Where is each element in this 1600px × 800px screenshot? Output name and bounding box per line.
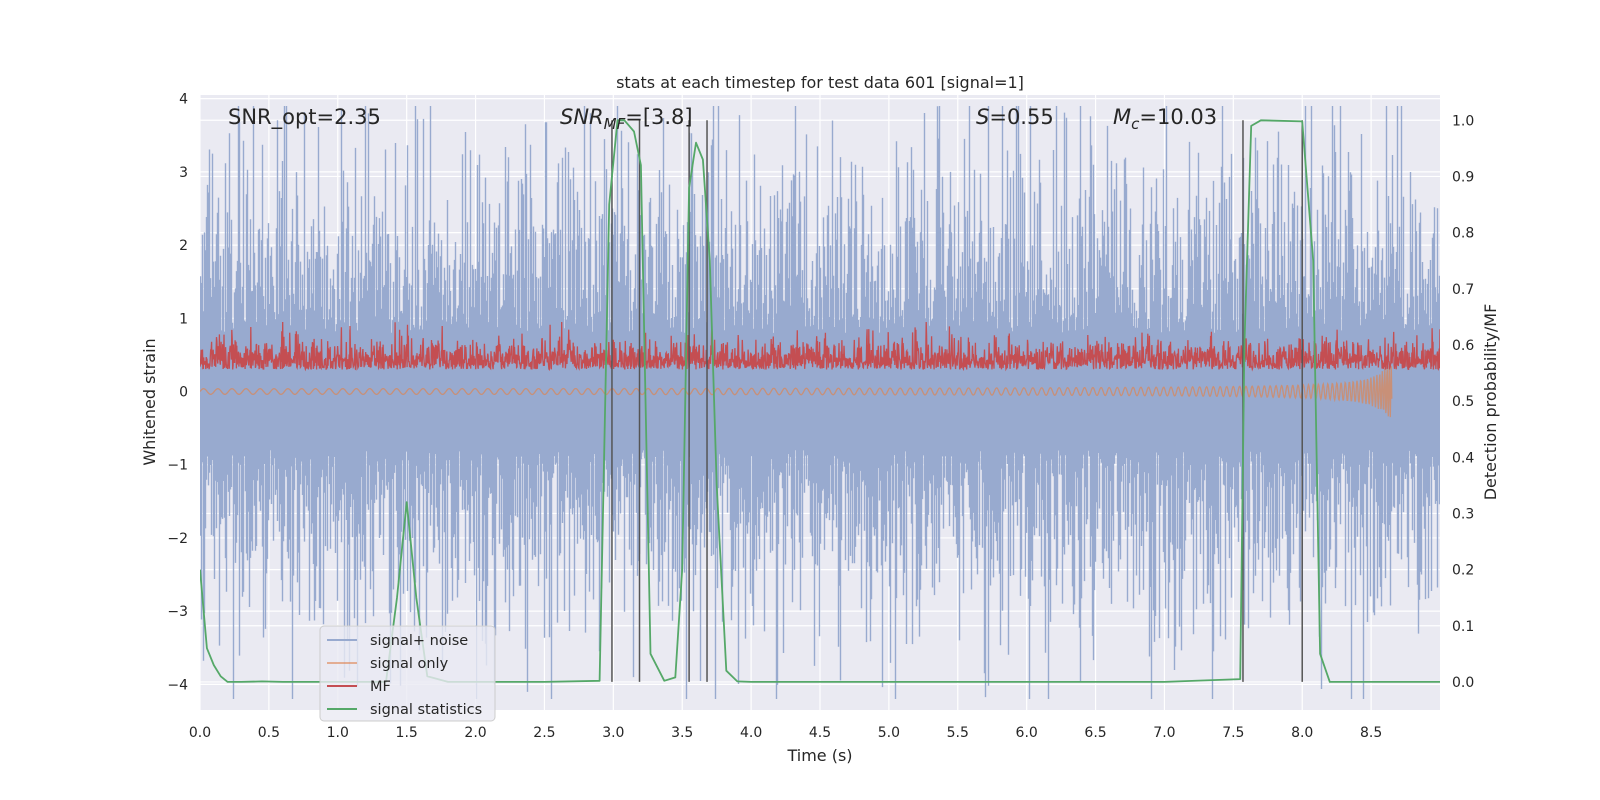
y-tick-label-left: −1	[167, 458, 188, 474]
x-tick-label: 8.0	[1291, 725, 1313, 741]
x-tick-label: 6.5	[1084, 725, 1106, 741]
x-tick-label: 0.0	[189, 725, 211, 741]
annotation-s-value: =0.55	[989, 105, 1053, 129]
y-ticks-right: 1.0 0.9 0.8 0.7 0.6 0.5 0.4 0.3 0.2 0.1 0.0	[1452, 113, 1474, 691]
chart-title: stats at each timestep for test data 601…	[616, 73, 1024, 92]
y-tick-label-right: 0.5	[1452, 394, 1474, 410]
annotation-snr-mf-value: =[3.8]	[625, 105, 692, 129]
y-tick-label-right: 0.0	[1452, 675, 1474, 691]
y-tick-label-left: 4	[179, 92, 188, 108]
y-tick-label-right: 1.0	[1452, 113, 1474, 129]
x-tick-label: 0.5	[258, 725, 280, 741]
x-ticks: 0.0 0.5 1.0 1.5 2.0 2.5 3.0 3.5 4.0 4.5 5.0 5.5 6.0 6…	[189, 725, 1382, 741]
annotation-snr-mf: SNRMF=[3.8]	[560, 105, 693, 133]
series-signal-only	[200, 365, 1393, 418]
annotation-mc: Mc=10.03	[1113, 105, 1217, 133]
x-tick-label: 1.0	[327, 725, 349, 741]
signal-statistics-line	[200, 119, 1440, 683]
legend: signal+ noise signal only MF signal stat…	[319, 625, 496, 722]
x-tick-label: 8.5	[1360, 725, 1382, 741]
x-tick-label: 5.5	[947, 725, 969, 741]
annotation-snr-mf-sub: MF	[604, 115, 626, 133]
legend-box	[319, 625, 496, 722]
legend-label-signal-only: signal only	[370, 656, 449, 672]
y-tick-label-left: 1	[179, 311, 188, 327]
annotation-s-var: S	[976, 105, 989, 129]
series-signal-statistics	[200, 119, 1440, 683]
y-tick-label-right: 0.2	[1452, 563, 1474, 579]
x-tick-label: 5.0	[878, 725, 900, 741]
y-axis-label-left: Whitened strain	[140, 338, 159, 465]
y-tick-label-right: 0.3	[1452, 506, 1474, 522]
annotation-mc-sub: c	[1131, 115, 1140, 133]
legend-label-signal-noise: signal+ noise	[370, 633, 468, 649]
y-axis-label-right: Detection probability/MF	[1481, 304, 1500, 501]
series-mf	[200, 321, 1440, 372]
x-tick-label: 7.0	[1153, 725, 1175, 741]
y-tick-label-right: 0.6	[1452, 338, 1474, 354]
y-tick-label-right: 0.8	[1452, 226, 1474, 242]
y-ticks-left: 4 3 2 1 0 −1 −2 −3 −4	[167, 92, 188, 694]
x-tick-label: 2.0	[464, 725, 486, 741]
x-tick-label: 4.5	[809, 725, 831, 741]
y-tick-label-left: −2	[167, 531, 188, 547]
annotation-mc-main: M	[1113, 105, 1131, 129]
annotation-mc-value: =10.03	[1139, 105, 1217, 129]
annotation-snr-mf-main: SNR	[560, 105, 604, 129]
y-tick-label-right: 0.9	[1452, 169, 1474, 185]
y-tick-label-right: 0.1	[1452, 619, 1474, 635]
y-tick-label-left: −4	[167, 677, 188, 693]
x-tick-label: 2.5	[533, 725, 555, 741]
mf-line	[200, 321, 1440, 372]
legend-label-mf: MF	[370, 679, 391, 695]
y-tick-label-right: 0.4	[1452, 450, 1474, 466]
x-tick-label: 4.0	[740, 725, 762, 741]
y-tick-label-left: 3	[179, 165, 188, 181]
x-tick-label: 6.0	[1016, 725, 1038, 741]
x-tick-label: 7.5	[1222, 725, 1244, 741]
x-tick-label: 1.5	[396, 725, 418, 741]
x-axis-label: Time (s)	[786, 746, 852, 765]
signal-only-line	[200, 365, 1393, 418]
y-tick-label-left: 2	[179, 238, 188, 254]
y-tick-label-left: −3	[167, 604, 188, 620]
y-tick-label-left: 0	[179, 385, 188, 401]
x-tick-label: 3.5	[671, 725, 693, 741]
x-tick-label: 3.0	[602, 725, 624, 741]
annotation-snr-opt: SNR_opt=2.35	[228, 105, 381, 130]
legend-label-signal-statistics: signal statistics	[370, 702, 482, 718]
y-tick-label-right: 0.7	[1452, 282, 1474, 298]
annotation-s: S=0.55	[976, 105, 1054, 129]
